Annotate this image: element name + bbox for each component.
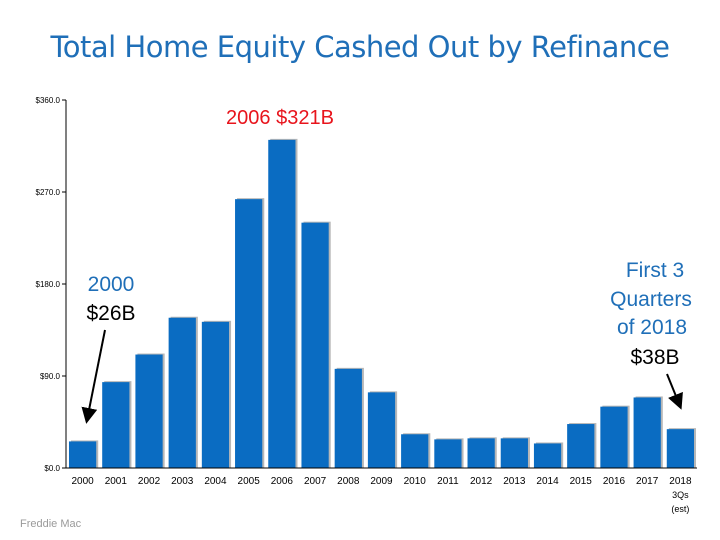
- bar-2011: [434, 439, 462, 468]
- start-arrow: [81, 329, 106, 424]
- x-tick-label: 2003: [171, 476, 194, 487]
- end-arrow: [666, 373, 683, 410]
- x-tick-sublabel: (est): [671, 504, 689, 514]
- end-annotation-line-3: of 2018: [617, 316, 687, 339]
- bar-2005: [235, 199, 263, 468]
- x-tick-label: 2005: [238, 476, 261, 487]
- bar-2002: [135, 354, 163, 468]
- bar-2012: [467, 438, 495, 468]
- x-tick-label: 2007: [304, 476, 327, 487]
- y-tick-label: $360.0: [36, 96, 61, 105]
- x-tick-label: 2006: [271, 476, 294, 487]
- bar-2014: [533, 443, 562, 468]
- x-tick-label: 2009: [370, 476, 393, 487]
- bar-2010: [401, 434, 429, 468]
- x-tick-label: 2000: [71, 476, 94, 487]
- chart-title: Total Home Equity Cashed Out by Refinanc…: [50, 30, 670, 64]
- x-tick-label: 2010: [404, 476, 427, 487]
- x-tick-label: 2014: [536, 476, 559, 487]
- x-tick-label: 2015: [570, 476, 593, 487]
- bar-2006: [268, 139, 296, 468]
- x-tick-label: 2001: [105, 476, 128, 487]
- bar-2009: [367, 392, 396, 468]
- peak-annotation: 2006 $321B: [226, 107, 334, 129]
- bar-2013: [500, 438, 528, 468]
- x-tick-label: 2013: [503, 476, 526, 487]
- x-tick-label: 2004: [204, 476, 227, 487]
- x-tick-sublabel: 3Qs: [672, 490, 689, 500]
- bar-2004: [201, 321, 230, 468]
- start-annotation-year: 2000: [88, 273, 135, 296]
- bar-2017: [633, 397, 661, 468]
- y-tick-label: $180.0: [36, 280, 61, 289]
- x-tick-label: 2017: [636, 476, 659, 487]
- end-annotation-line-1: First 3: [626, 259, 684, 282]
- start-annotation-amount: $26B: [86, 302, 135, 325]
- bar-2018: [666, 429, 695, 468]
- bar-2016: [600, 406, 628, 468]
- bar-2000: [68, 441, 97, 468]
- x-tick-label: 2008: [337, 476, 360, 487]
- bar-2001: [102, 382, 130, 468]
- x-tick-label: 2012: [470, 476, 493, 487]
- end-annotation-line-2: Quarters: [610, 288, 692, 311]
- x-tick-label: 2018: [669, 476, 692, 487]
- y-tick-label: $270.0: [36, 188, 61, 197]
- bar-2015: [567, 424, 595, 468]
- bar-2007: [301, 222, 329, 468]
- y-tick-label: $90.0: [40, 372, 61, 381]
- source-label: Freddie Mac: [20, 518, 82, 530]
- bar-2008: [334, 368, 362, 468]
- bar-2003: [168, 317, 196, 468]
- x-tick-label: 2011: [437, 476, 459, 487]
- x-tick-label: 2002: [138, 476, 161, 487]
- end-annotation-amount: $38B: [630, 346, 679, 369]
- x-tick-label: 2016: [603, 476, 626, 487]
- y-tick-label: $0.0: [44, 464, 60, 473]
